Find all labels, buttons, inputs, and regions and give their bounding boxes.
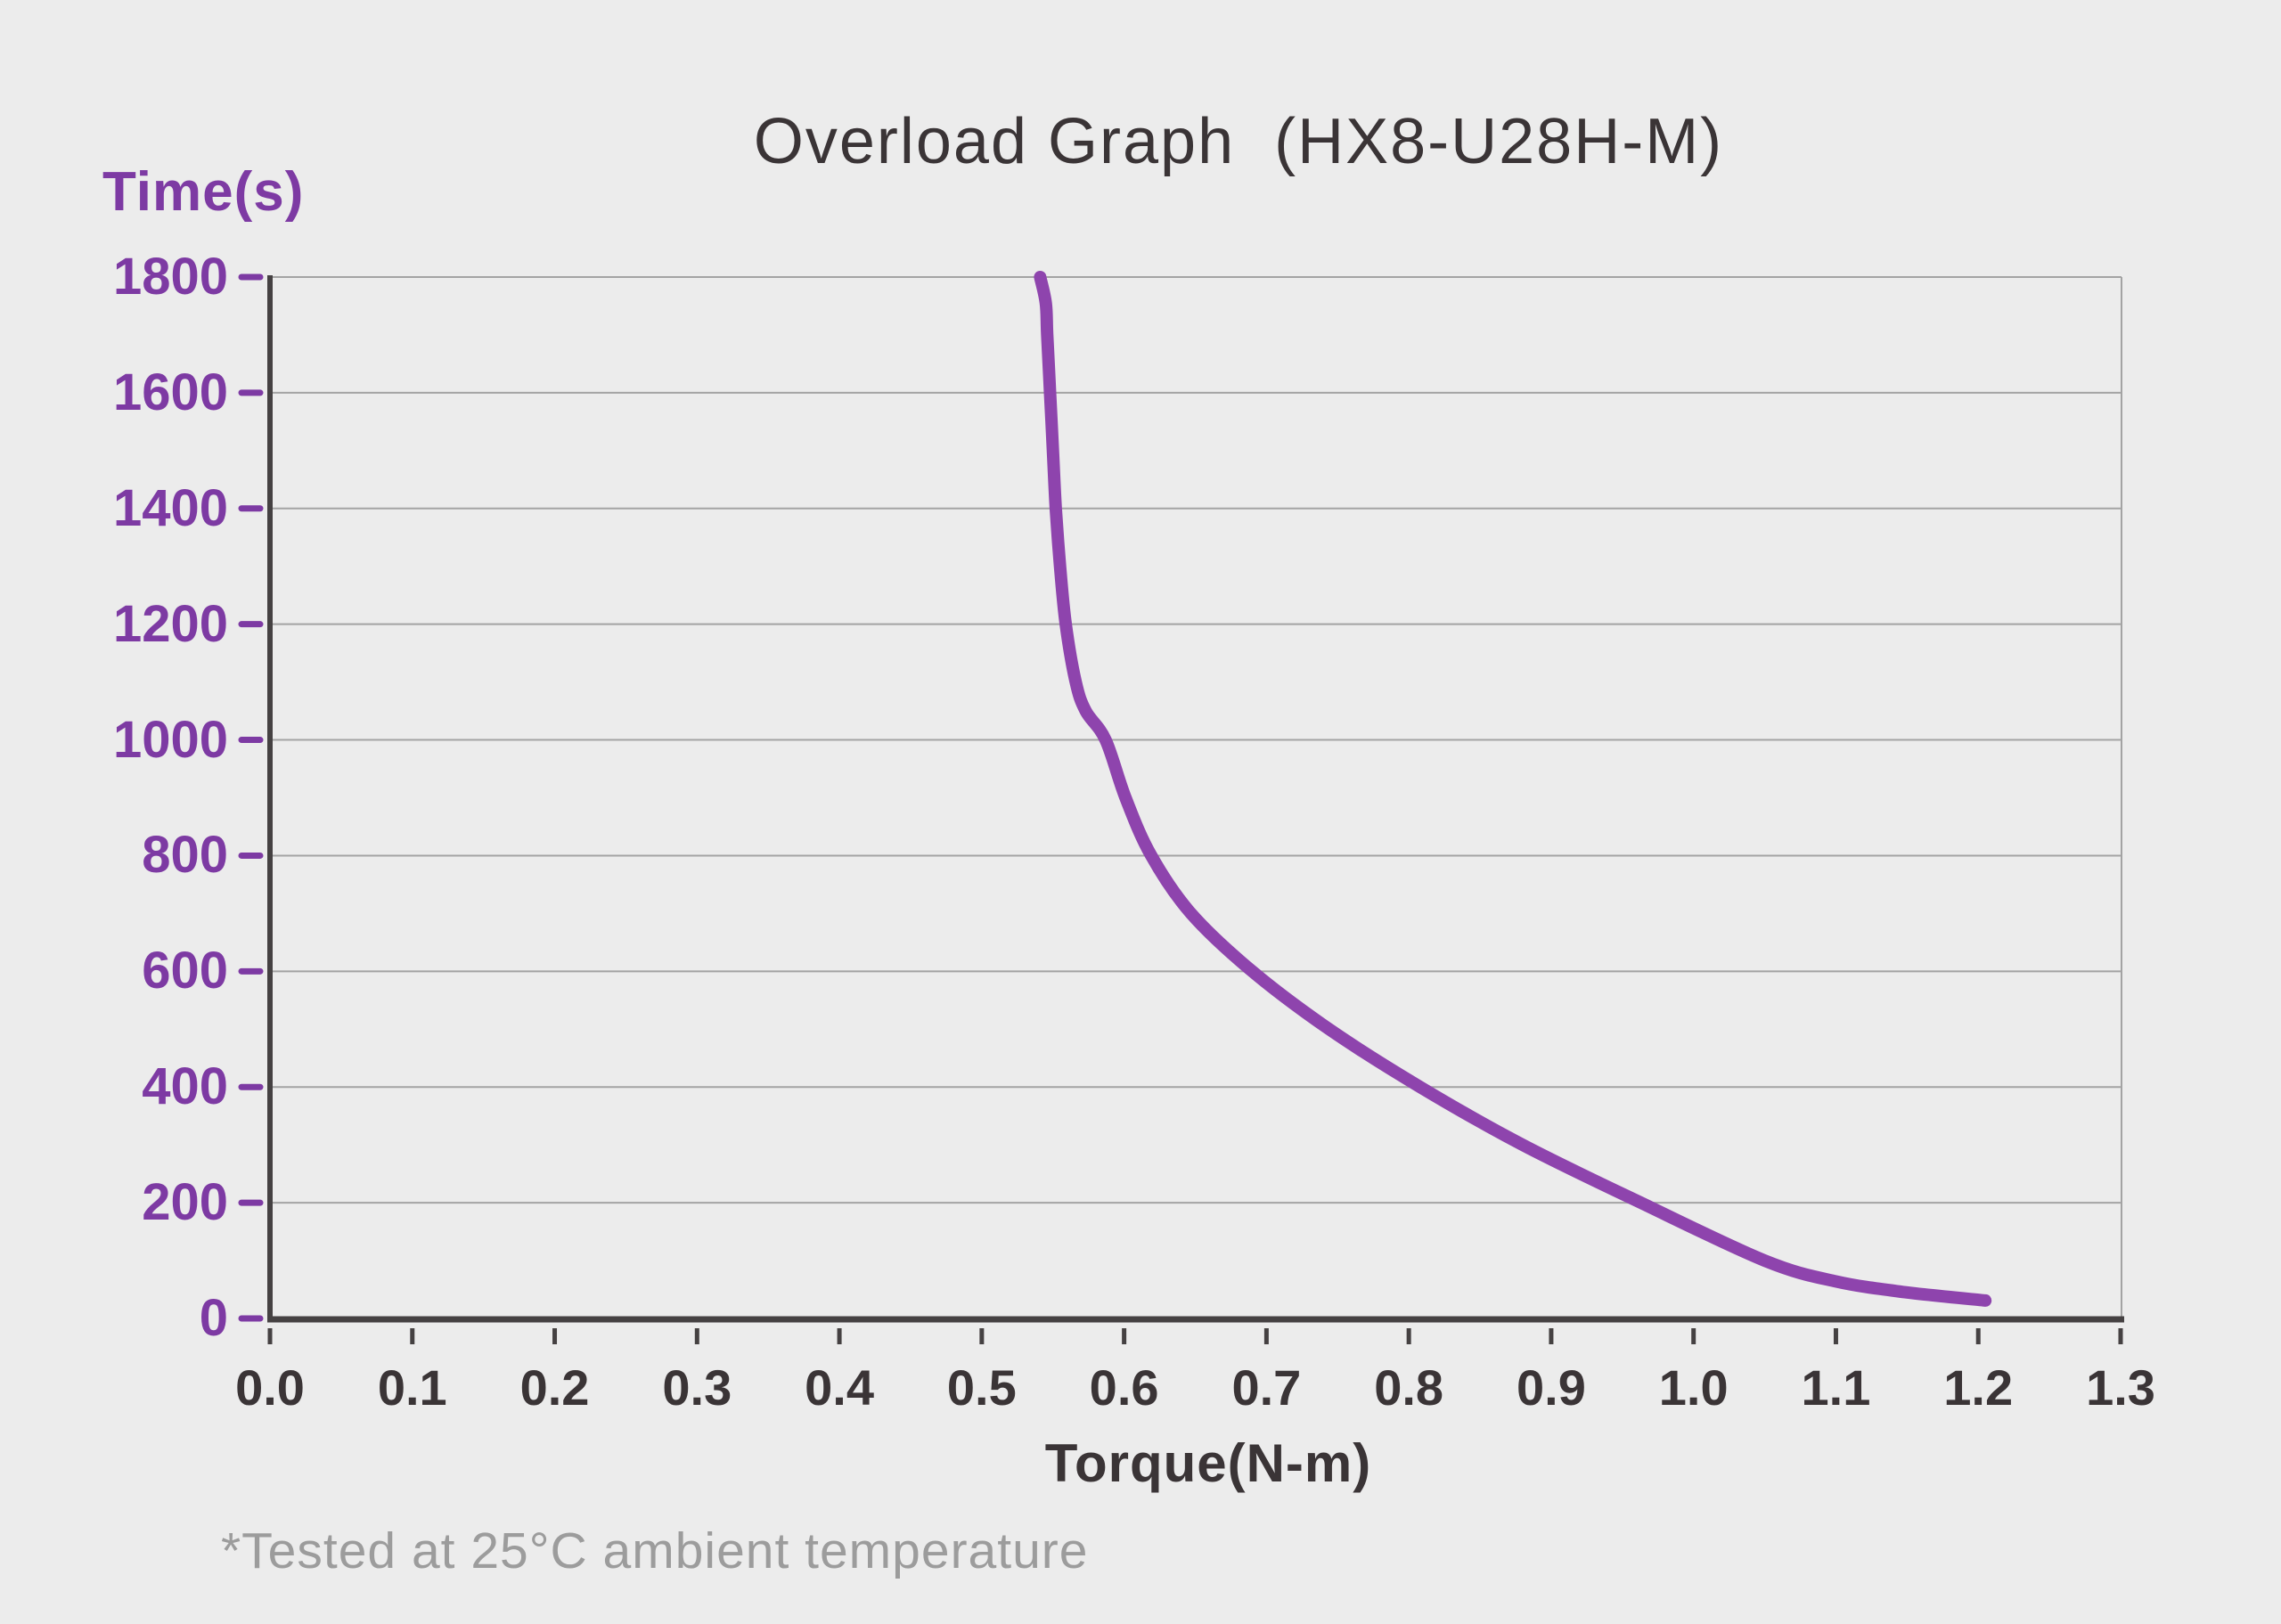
chart-title: Overload Graph (HX8-U28H-M): [753, 106, 1724, 177]
y-axis-label: Time(s): [102, 161, 305, 223]
x-tick-label: 1.1: [1801, 1359, 1871, 1416]
x-tick-label: 0.0: [235, 1359, 305, 1416]
footnote: *Tested at 25°C ambient temperature: [221, 1522, 1089, 1579]
x-tick-label: 0.8: [1374, 1359, 1444, 1416]
y-tick-label: 1800: [112, 248, 228, 306]
x-tick-label: 0.6: [1089, 1359, 1159, 1416]
x-tick-label: 0.4: [805, 1359, 874, 1416]
x-axis-label: Torque(N-m): [1044, 1433, 1372, 1493]
y-tick-label: 1000: [112, 710, 228, 769]
y-tick-label: 1400: [112, 478, 228, 537]
x-tick-label: 0.9: [1516, 1359, 1586, 1416]
x-tick-label: 0.3: [662, 1359, 732, 1416]
x-tick-label: 0.5: [946, 1359, 1017, 1416]
y-tick-label: 800: [142, 826, 228, 885]
overload-curve: [1034, 271, 1992, 1307]
x-tick-label: 1.2: [1943, 1359, 2014, 1416]
y-tick-label: 400: [142, 1057, 228, 1116]
x-tick-label: 0.1: [377, 1359, 447, 1416]
y-tick-label: 1600: [112, 363, 228, 421]
y-tick-label: 1200: [112, 594, 228, 653]
x-tick-label: 1.0: [1658, 1359, 1729, 1416]
y-tick-label: 600: [142, 942, 228, 1000]
y-tick-label: 0: [199, 1289, 228, 1347]
y-tick-label: 200: [142, 1173, 228, 1232]
x-tick-label: 0.7: [1231, 1359, 1302, 1416]
x-tick-label: 0.2: [519, 1359, 590, 1416]
x-tick-label: 1.3: [2086, 1359, 2155, 1416]
